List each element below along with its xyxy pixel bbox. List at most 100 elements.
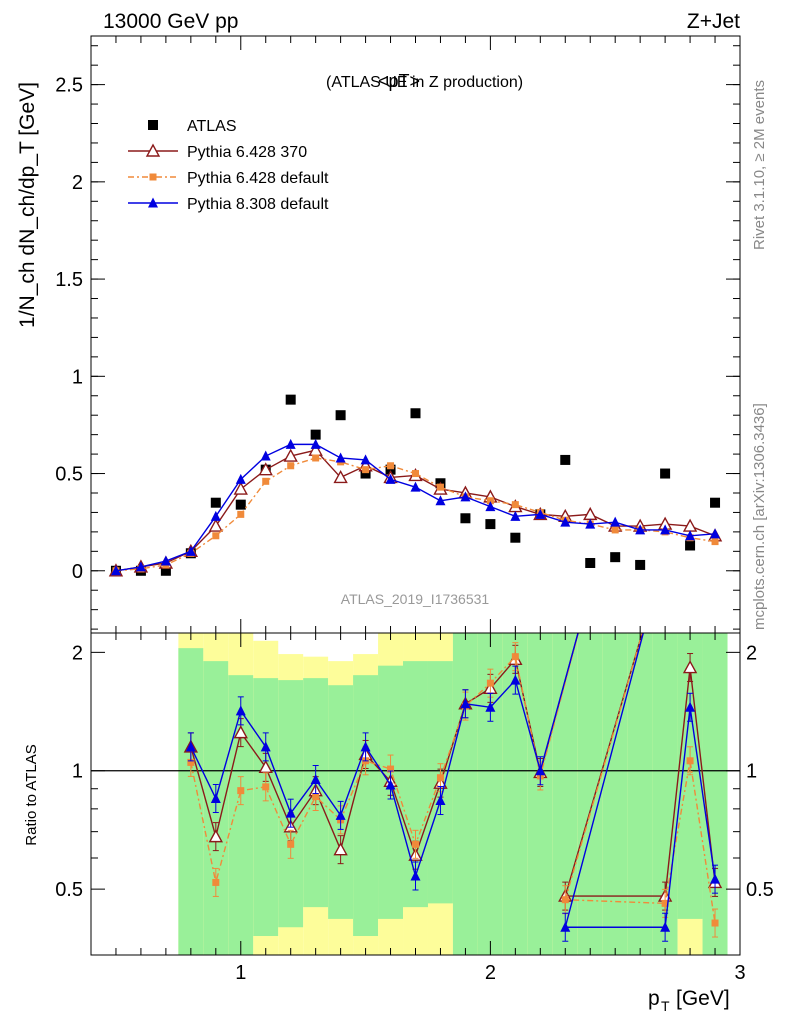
data-point bbox=[486, 497, 494, 505]
data-point bbox=[235, 499, 246, 510]
data-point bbox=[511, 501, 519, 509]
data-point bbox=[583, 506, 598, 521]
ratio-tick-label-right: 2 bbox=[746, 642, 757, 664]
ratio-point bbox=[435, 795, 446, 806]
uncertainty-band-inner bbox=[627, 633, 653, 955]
data-point bbox=[710, 528, 721, 539]
ratio-clipped bbox=[183, 633, 723, 942]
legend-label: ATLAS bbox=[187, 118, 237, 135]
data-point bbox=[262, 477, 270, 485]
y-tick-label: 2.5 bbox=[55, 75, 83, 97]
ratio-point bbox=[710, 873, 721, 884]
series-line-3 bbox=[115, 443, 716, 572]
data-point bbox=[710, 497, 721, 508]
ratio-point bbox=[682, 660, 698, 674]
data-point bbox=[635, 559, 646, 570]
data-point bbox=[310, 438, 321, 449]
ratio-point bbox=[387, 765, 395, 773]
data-point bbox=[385, 473, 396, 484]
ratio-bands bbox=[91, 633, 740, 955]
data-point bbox=[585, 557, 596, 568]
ratio-point bbox=[287, 840, 295, 848]
chart-subtitle: (ATLAS UE in Z production) bbox=[326, 74, 523, 91]
ratio-point bbox=[560, 921, 571, 932]
data-point bbox=[185, 545, 196, 556]
data-point bbox=[237, 510, 245, 518]
reference-label: mcplots.cern.ch [arXiv:1306.3436] bbox=[751, 403, 768, 630]
data-point bbox=[610, 516, 621, 527]
ratio-point bbox=[335, 809, 346, 820]
ratio-point bbox=[485, 701, 496, 712]
uncertainty-band-inner bbox=[353, 675, 379, 937]
ratio-point bbox=[385, 779, 396, 790]
data-point bbox=[260, 450, 271, 461]
ratio-point bbox=[285, 807, 296, 818]
data-point bbox=[660, 468, 671, 479]
data-point bbox=[110, 565, 121, 576]
y-axis-label: 1/N_ch dN_ch/dp_T [GeV] bbox=[16, 82, 39, 328]
data-point bbox=[510, 532, 521, 543]
data-point bbox=[635, 524, 646, 535]
data-point bbox=[160, 555, 171, 566]
data-point bbox=[535, 508, 546, 519]
data-point bbox=[560, 516, 571, 527]
ratio-point bbox=[510, 674, 521, 685]
uncertainty-band-inner bbox=[602, 633, 628, 955]
legend-entry-2: Pythia 6.428 default bbox=[128, 170, 329, 187]
data-point bbox=[333, 469, 348, 484]
x-tick-label: 1 bbox=[235, 962, 246, 984]
data-point bbox=[485, 501, 496, 512]
header-right: Z+Jet bbox=[687, 10, 740, 33]
legend-entry-1: Pythia 6.428 370 bbox=[128, 143, 307, 161]
ratio-point bbox=[660, 921, 671, 932]
ratio-point bbox=[460, 698, 471, 709]
uncertainty-band-inner bbox=[452, 633, 478, 955]
legend-label: Pythia 6.428 default bbox=[187, 170, 329, 187]
series-2 bbox=[112, 454, 719, 575]
data-point bbox=[287, 462, 295, 470]
ratio-point bbox=[208, 829, 223, 843]
data-point bbox=[660, 524, 671, 535]
analysis-watermark: ATLAS_2019_I1736531 bbox=[341, 591, 490, 607]
legend-label: Pythia 6.428 370 bbox=[187, 144, 307, 161]
y-tick-label: 1 bbox=[72, 366, 83, 388]
data-point bbox=[285, 394, 296, 405]
data-point bbox=[360, 454, 371, 465]
data-point bbox=[310, 429, 321, 440]
y-tick-label: 2 bbox=[72, 172, 83, 194]
data-point bbox=[160, 565, 171, 576]
data-point bbox=[285, 438, 296, 449]
ratio-point bbox=[535, 765, 546, 776]
data-point bbox=[436, 483, 444, 491]
data-point bbox=[362, 466, 370, 474]
ratio-axes: 0.5 0.5 1 1 2 2 1 2 3 bbox=[55, 632, 774, 984]
uncertainty-band-inner bbox=[527, 633, 553, 955]
y-tick-label: 0.5 bbox=[55, 464, 83, 486]
y-tick-label: 1.5 bbox=[55, 269, 83, 291]
ratio-y-axis-label: Ratio to ATLAS bbox=[23, 744, 40, 845]
data-point bbox=[611, 526, 619, 534]
legend-entry-0: ATLAS bbox=[148, 118, 237, 135]
ratio-point bbox=[486, 679, 494, 687]
legend-marker bbox=[148, 197, 158, 208]
ratio-tick-label: 2 bbox=[72, 642, 83, 664]
x-tick-label: 2 bbox=[485, 962, 496, 984]
data-point bbox=[258, 462, 273, 476]
ratio-point bbox=[210, 793, 221, 804]
ratio-point bbox=[436, 774, 444, 782]
ratio-point bbox=[511, 653, 519, 661]
data-point bbox=[410, 481, 421, 492]
ratio-point bbox=[233, 725, 248, 739]
legend-marker bbox=[149, 173, 157, 181]
ratio-point bbox=[187, 758, 195, 766]
data-point bbox=[212, 532, 220, 540]
data-point bbox=[210, 510, 221, 521]
ratio-point bbox=[711, 919, 719, 927]
ratio-point bbox=[312, 793, 320, 801]
x-axis-label-sub: T bbox=[661, 998, 670, 1014]
y-tick-label: 0 bbox=[72, 561, 83, 583]
ratio-point bbox=[262, 783, 270, 791]
ratio-point bbox=[185, 741, 196, 752]
data-point bbox=[410, 408, 421, 419]
ratio-tick-label: 1 bbox=[72, 761, 83, 783]
